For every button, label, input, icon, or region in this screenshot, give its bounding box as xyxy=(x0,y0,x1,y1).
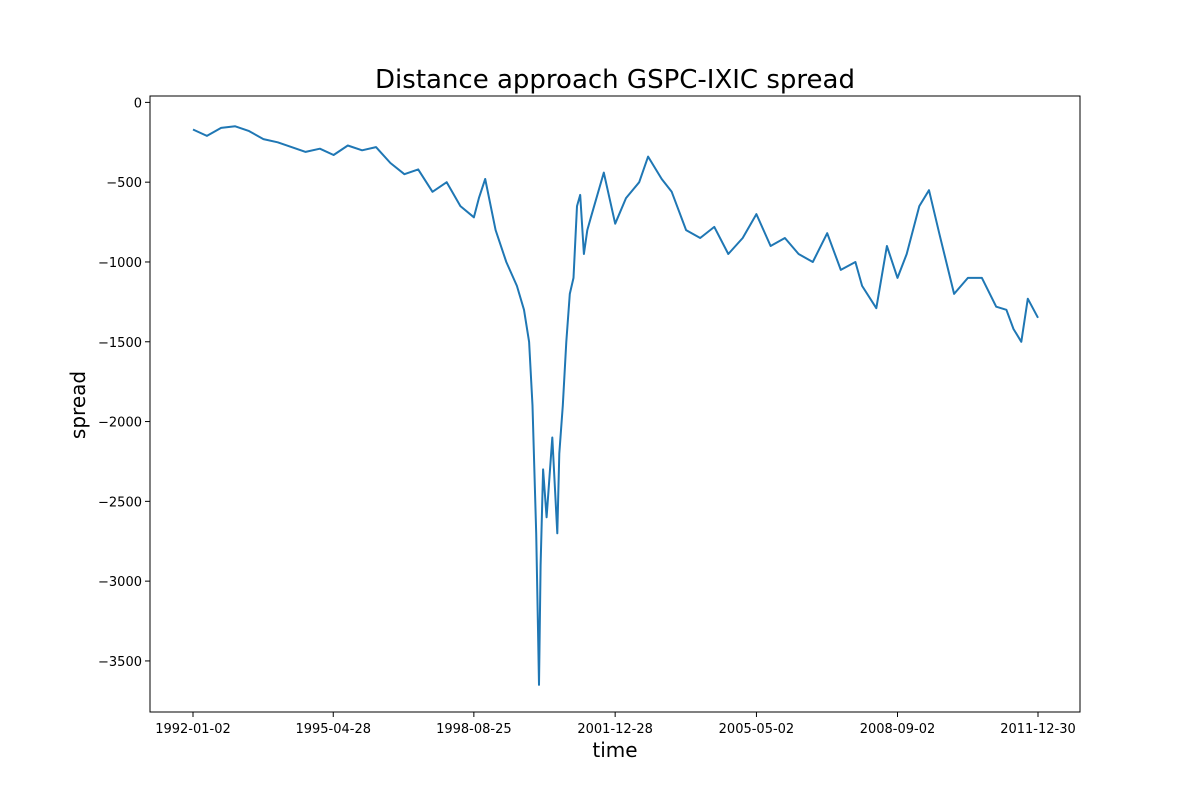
y-tick-label: 0 xyxy=(134,96,142,111)
y-tick-label: −500 xyxy=(106,176,142,191)
x-tick-label: 1992-01-02 xyxy=(155,722,231,737)
y-tick-label: −3000 xyxy=(98,575,142,590)
y-tick-label: −1500 xyxy=(98,336,142,351)
y-axis-label: spread xyxy=(66,371,90,439)
y-tick-label: −1000 xyxy=(98,256,142,271)
plot-frame xyxy=(149,95,1081,713)
x-tick-label: 2001-12-28 xyxy=(577,722,653,737)
x-axis: 1992-01-02 1995-04-28 1998-08-25 2001-12-28… xyxy=(155,712,1076,737)
x-tick-label: 2005-05-02 xyxy=(719,722,795,737)
x-axis-label: time xyxy=(592,738,637,762)
plot-area xyxy=(149,95,1081,713)
series-layer xyxy=(192,125,1039,686)
x-tick-label: 2011-12-30 xyxy=(1000,722,1076,737)
x-tick-label: 2008-09-02 xyxy=(860,722,936,737)
y-axis: 0 −500 −1000 −1500 −2000 −2500 −3000 −3500 xyxy=(98,96,150,670)
x-tick-label: 1998-08-25 xyxy=(436,722,512,737)
y-tick-label: −3500 xyxy=(98,655,142,670)
x-tick-label: 1995-04-28 xyxy=(295,722,371,737)
y-tick-label: −2000 xyxy=(98,416,142,431)
y-tick-label: −2500 xyxy=(98,495,142,510)
chart-title: Distance approach GSPC-IXIC spread xyxy=(375,65,855,95)
series-line xyxy=(192,125,1039,686)
